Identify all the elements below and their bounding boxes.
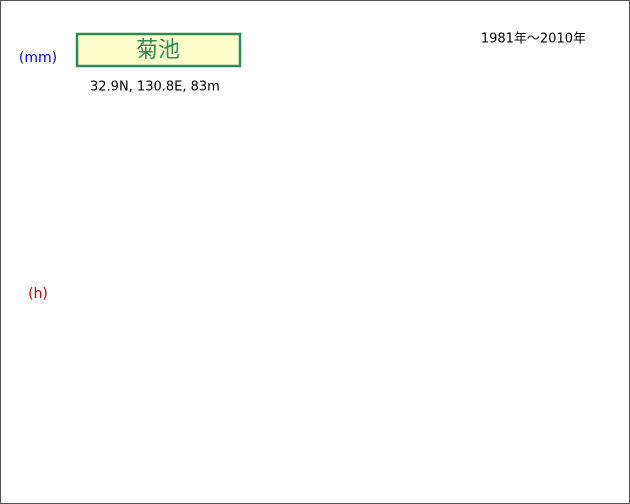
y-unit: (mm) — [19, 50, 57, 66]
chart-title: 菊池 — [136, 38, 180, 63]
subtitle: 32.9N, 130.8E, 83m — [90, 80, 220, 95]
y-unit-2: (h) — [28, 286, 48, 302]
period: 1981年〜2010年 — [481, 32, 586, 47]
title-box — [75, 32, 242, 68]
period-bg — [470, 28, 590, 48]
annotations: 菊池 32.9N, 130.8E, 83m 1981年〜2010年 (mm) (… — [19, 28, 590, 302]
subtitle-bg — [72, 72, 242, 100]
